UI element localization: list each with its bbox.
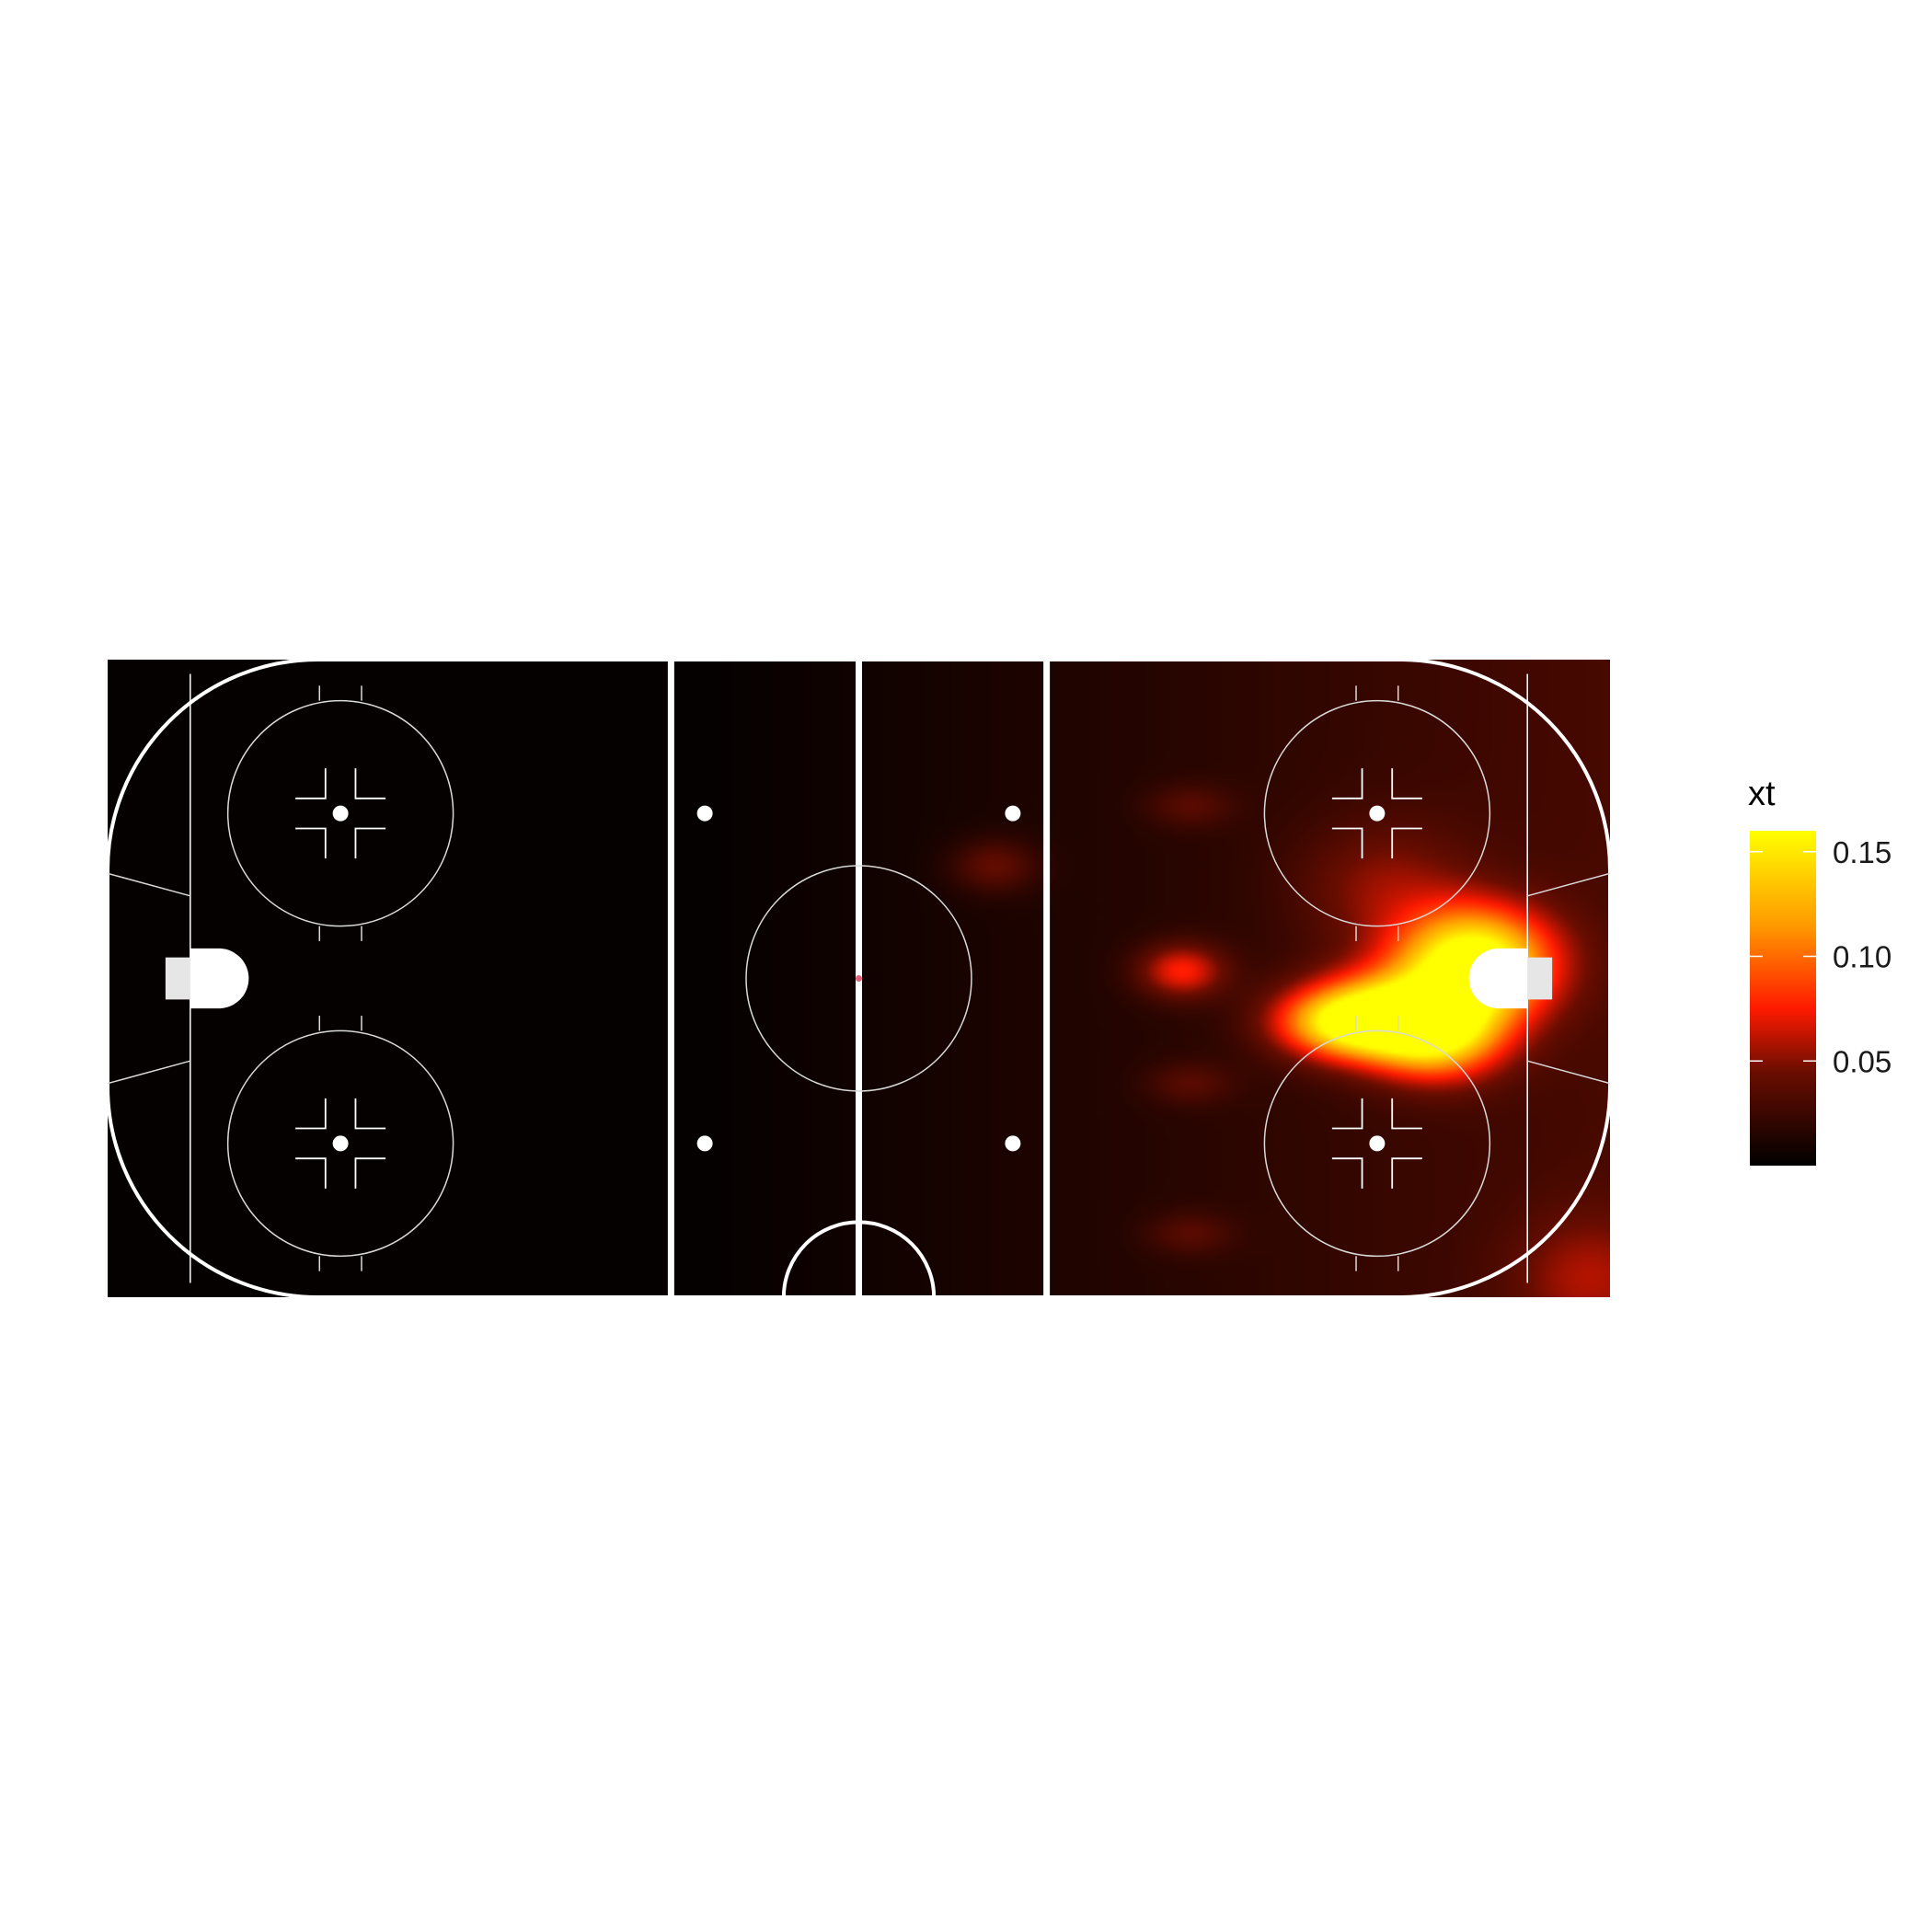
faceoff-circle: [1263, 699, 1491, 927]
referee-crease: [781, 1220, 937, 1297]
neutral-faceoff-dot: [1005, 1135, 1021, 1152]
colorbar-tick-label: 0.15: [1833, 835, 1892, 869]
faceoff-hash: [354, 1157, 386, 1189]
left-goal-net: [165, 957, 190, 1000]
faceoff-hash: [295, 1157, 327, 1189]
rink-boards: [108, 660, 1610, 1297]
colorbar: [1750, 831, 1816, 1166]
right-trapezoid-line: [1526, 872, 1610, 897]
faceoff-dot: [1369, 805, 1386, 822]
faceoff-circle: [226, 1029, 454, 1258]
neutral-faceoff-dot: [696, 1135, 713, 1152]
colorbar-ticks: 0.05 0.10 0.15: [1750, 835, 1892, 1078]
faceoff-hash: [1331, 1157, 1363, 1189]
center-dot: [856, 975, 862, 982]
legend: xt 0.05 0.10 0.15: [1748, 775, 1892, 1166]
faceoff-hash: [295, 827, 327, 859]
faceoff-hash: [354, 768, 386, 799]
faceoff-hash: [1391, 1098, 1422, 1130]
rink-markings: [108, 660, 1610, 1297]
left-goal-crease: [190, 948, 249, 1009]
left-trapezoid-line: [108, 1060, 191, 1085]
faceoff-dot: [1369, 1135, 1386, 1152]
right-goal-net: [1527, 957, 1553, 1000]
faceoff-hash: [1331, 827, 1363, 859]
neutral-faceoff-dot: [1005, 805, 1021, 822]
faceoff-dot: [332, 805, 349, 822]
right-trapezoid-line: [1526, 1060, 1610, 1085]
faceoff-circle: [1263, 1029, 1491, 1258]
faceoff-dot: [332, 1135, 349, 1152]
faceoff-hash: [354, 827, 386, 859]
legend-title: xt: [1748, 775, 1776, 813]
colorbar-tick-label: 0.05: [1833, 1044, 1892, 1078]
faceoff-hash: [295, 768, 327, 799]
colorbar-tick-label: 0.10: [1833, 940, 1892, 974]
faceoff-hash: [1391, 768, 1422, 799]
neutral-faceoff-dot: [696, 805, 713, 822]
faceoff-hash: [1331, 768, 1363, 799]
left-trapezoid-line: [108, 872, 191, 897]
faceoff-hash: [295, 1098, 327, 1130]
faceoff-hash: [1331, 1098, 1363, 1130]
faceoff-hash: [1391, 1157, 1422, 1189]
faceoff-hash: [354, 1098, 386, 1130]
faceoff-hash: [1391, 827, 1422, 859]
faceoff-circle: [226, 699, 454, 927]
center-circle: [745, 865, 972, 1092]
right-goal-crease: [1468, 948, 1528, 1009]
